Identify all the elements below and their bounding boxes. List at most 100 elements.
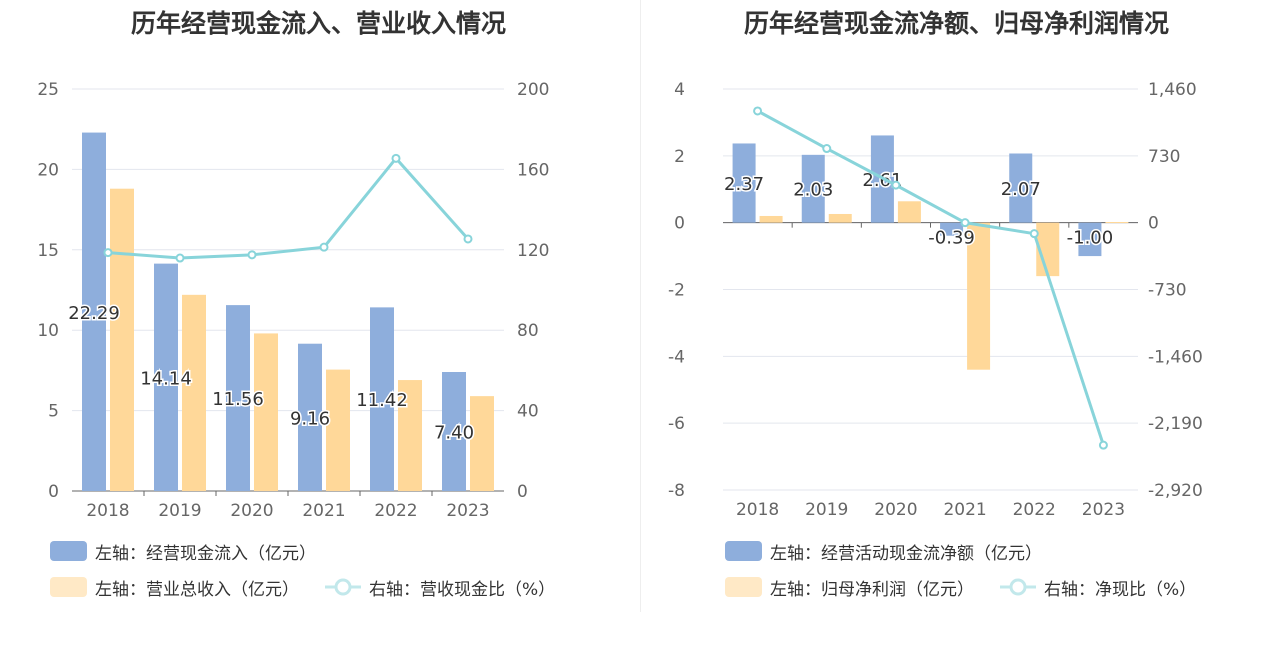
ratio-point bbox=[1029, 229, 1039, 239]
bar-secondary-2 bbox=[897, 201, 921, 223]
x-tick-label: 2021 bbox=[302, 501, 345, 521]
y-left-tick-label: 20 bbox=[37, 160, 59, 180]
x-tick-label: 2020 bbox=[874, 500, 917, 520]
y-right-tick-label: 0 bbox=[1148, 214, 1159, 234]
y-right-tick-label: 120 bbox=[517, 241, 549, 261]
legend-line-icon bbox=[325, 578, 361, 596]
legend-item-net-cash[interactable]: 左轴：经营活动现金流净额（亿元） bbox=[725, 539, 1042, 564]
ratio-point bbox=[319, 242, 329, 252]
y-right-tick-label: -1,460 bbox=[1148, 347, 1203, 367]
legend-label: 左轴：营业总收入（亿元） bbox=[95, 579, 299, 600]
legend-swatch-yellow bbox=[725, 577, 762, 597]
y-right-tick-label: 200 bbox=[517, 80, 549, 100]
bar-secondary-5 bbox=[470, 396, 494, 491]
legend-label: 右轴：净现比（%） bbox=[1044, 579, 1197, 600]
y-left-tick-label: 2 bbox=[674, 147, 685, 167]
bar-data-label: 2.03 bbox=[793, 180, 833, 201]
chart-title: 历年经营现金流净额、归母净利润情况 bbox=[743, 9, 1169, 38]
y-left-tick-label: 5 bbox=[48, 402, 59, 422]
legend-swatch-blue bbox=[50, 541, 87, 561]
bar-secondary-1 bbox=[182, 294, 206, 491]
legend-item-net-profit[interactable]: 左轴：归母净利润（亿元） bbox=[725, 575, 974, 600]
legend-row-2: 左轴：营业总收入（亿元） 右轴：营收现金比（%） bbox=[50, 575, 581, 600]
x-tick-label: 2020 bbox=[230, 501, 273, 521]
x-tick-label: 2023 bbox=[446, 501, 489, 521]
x-tick-label: 2019 bbox=[158, 501, 201, 521]
y-left-tick-label: -8 bbox=[668, 481, 685, 501]
legend-item-ratio[interactable]: 右轴：营收现金比（%） bbox=[325, 575, 555, 600]
x-tick-label: 2018 bbox=[736, 500, 779, 520]
bar-secondary-3 bbox=[326, 369, 350, 491]
ratio-line bbox=[756, 109, 1105, 446]
legend-row-1: 左轴：经营活动现金流净额（亿元） bbox=[725, 539, 1068, 564]
legend-item-net-ratio[interactable]: 右轴：净现比（%） bbox=[1000, 575, 1196, 600]
bar-data-label: 22.29 bbox=[68, 303, 120, 324]
bar-secondary-0 bbox=[110, 188, 134, 492]
bar-1 bbox=[154, 263, 178, 491]
ratio-point bbox=[463, 234, 473, 244]
y-right-tick-label: 730 bbox=[1148, 147, 1180, 167]
x-tick-label: 2019 bbox=[805, 500, 848, 520]
bar-4 bbox=[1009, 153, 1033, 223]
bar-data-label: 11.56 bbox=[212, 389, 264, 410]
bar-secondary-2 bbox=[254, 333, 278, 491]
bar-5 bbox=[442, 372, 466, 491]
x-tick-label: 2022 bbox=[1013, 500, 1056, 520]
legend-line-icon bbox=[1000, 578, 1036, 596]
legend-swatch-blue bbox=[725, 541, 762, 561]
bar-data-label: 14.14 bbox=[140, 368, 192, 389]
ratio-point bbox=[1098, 440, 1108, 450]
legend-label: 左轴：归母净利润（亿元） bbox=[770, 579, 974, 600]
y-right-tick-label: 0 bbox=[517, 482, 528, 502]
bar-1 bbox=[801, 154, 825, 223]
bar-data-label: 2.37 bbox=[724, 174, 764, 195]
y-left-tick-label: 10 bbox=[37, 321, 59, 341]
y-right-tick-label: -2,190 bbox=[1148, 414, 1203, 434]
y-left-tick-label: 4 bbox=[674, 80, 685, 100]
bar-3 bbox=[940, 222, 964, 236]
ratio-point bbox=[891, 180, 901, 190]
y-right-tick-label: 40 bbox=[517, 402, 539, 422]
y-right-tick-label: 80 bbox=[517, 321, 539, 341]
x-tick-label: 2023 bbox=[1082, 500, 1125, 520]
legend-item-revenue[interactable]: 左轴：营业总收入（亿元） bbox=[50, 575, 299, 600]
bar-data-label: 11.42 bbox=[356, 390, 408, 411]
legend-label: 右轴：营收现金比（%） bbox=[369, 579, 556, 600]
legend-row-1: 左轴：经营现金流入（亿元） bbox=[50, 539, 342, 564]
x-tick-label: 2021 bbox=[943, 500, 986, 520]
ratio-point bbox=[391, 153, 401, 163]
x-tick-label: 2018 bbox=[86, 501, 129, 521]
bar-secondary-4 bbox=[1036, 222, 1060, 277]
y-left-tick-label: -2 bbox=[668, 281, 685, 301]
legend-label: 左轴：经营活动现金流净额（亿元） bbox=[770, 543, 1042, 564]
x-tick-label: 2022 bbox=[374, 501, 417, 521]
y-right-tick-label: -730 bbox=[1148, 281, 1187, 301]
bar-0 bbox=[82, 132, 106, 492]
chart-panel-cash-inflow: 历年经营现金流入、营业收入情况 0 0 5 40 10 80 15 120 20 160 25 200… bbox=[0, 0, 637, 655]
y-left-tick-label: -6 bbox=[668, 414, 685, 434]
y-right-tick-label: -2,920 bbox=[1148, 481, 1203, 501]
y-left-tick-label: 25 bbox=[37, 80, 59, 100]
ratio-point bbox=[753, 106, 763, 116]
bar-secondary-5 bbox=[1105, 221, 1129, 223]
y-left-tick-label: 0 bbox=[48, 482, 59, 502]
ratio-line bbox=[107, 156, 470, 260]
ratio-point bbox=[175, 253, 185, 263]
y-right-tick-label: 1,460 bbox=[1148, 80, 1197, 100]
ratio-point bbox=[960, 218, 970, 228]
bar-4 bbox=[370, 307, 394, 491]
y-left-tick-label: 15 bbox=[37, 241, 59, 261]
y-right-tick-label: 160 bbox=[517, 160, 549, 180]
bar-secondary-0 bbox=[759, 215, 783, 223]
bar-5 bbox=[1078, 222, 1102, 257]
bar-2 bbox=[226, 305, 250, 491]
legend-item-cash-inflow[interactable]: 左轴：经营现金流入（亿元） bbox=[50, 539, 316, 564]
bar-data-label: 7.40 bbox=[434, 423, 474, 444]
bar-secondary-1 bbox=[828, 213, 852, 223]
chart-canvas: 4 1,460 2 730 0 0 -2 -730 -4 -1,460 -6 -2,190 -8 -2,9… bbox=[668, 80, 1203, 520]
bar-0 bbox=[732, 143, 756, 223]
bar-data-label: -1.00 bbox=[1067, 228, 1114, 249]
chart-canvas: 0 0 5 40 10 80 15 120 20 160 25 200 2018 2019 2020 2021… bbox=[37, 80, 549, 521]
y-left-tick-label: -4 bbox=[668, 347, 685, 367]
ratio-point bbox=[822, 144, 832, 154]
